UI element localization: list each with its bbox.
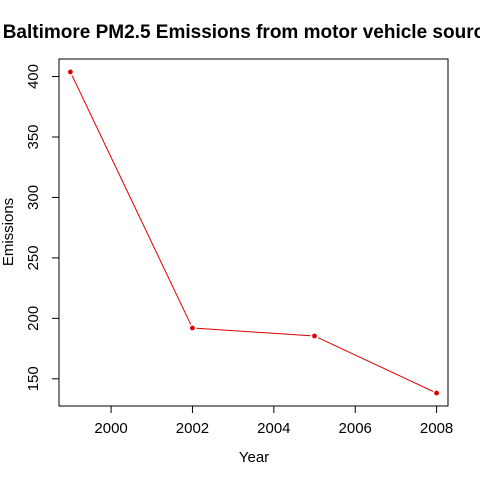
series-line-segment xyxy=(317,337,434,392)
data-point xyxy=(312,333,317,339)
y-tick-label: 250 xyxy=(25,245,42,270)
x-tick-label: 2004 xyxy=(257,420,290,437)
y-tick-label: 350 xyxy=(25,124,42,149)
y-axis-label: Emissions xyxy=(0,198,17,266)
x-tick-label: 2000 xyxy=(94,420,127,437)
series-line-segment xyxy=(196,327,311,337)
series-group xyxy=(67,69,440,396)
x-tick-label: 2006 xyxy=(339,420,372,437)
x-tick-label: 2002 xyxy=(176,420,209,437)
x-tick-label: 2008 xyxy=(420,420,453,437)
plot-box xyxy=(58,58,449,407)
x-axis: 2000 2002 2004 2006 2008 xyxy=(94,405,453,437)
data-point xyxy=(434,390,440,396)
y-axis: 150 200 250 300 350 400 xyxy=(25,64,60,391)
y-tick-label: 400 xyxy=(25,64,42,89)
data-point xyxy=(190,325,195,331)
series-line-segment xyxy=(71,75,192,325)
x-axis-label: Year xyxy=(239,449,269,466)
y-tick-label: 300 xyxy=(25,185,42,210)
chart-title: Baltimore PM2.5 Emissions from motor veh… xyxy=(3,22,480,43)
y-tick-label: 200 xyxy=(25,306,42,331)
y-tick-label: 150 xyxy=(25,366,42,391)
data-point xyxy=(67,69,73,75)
